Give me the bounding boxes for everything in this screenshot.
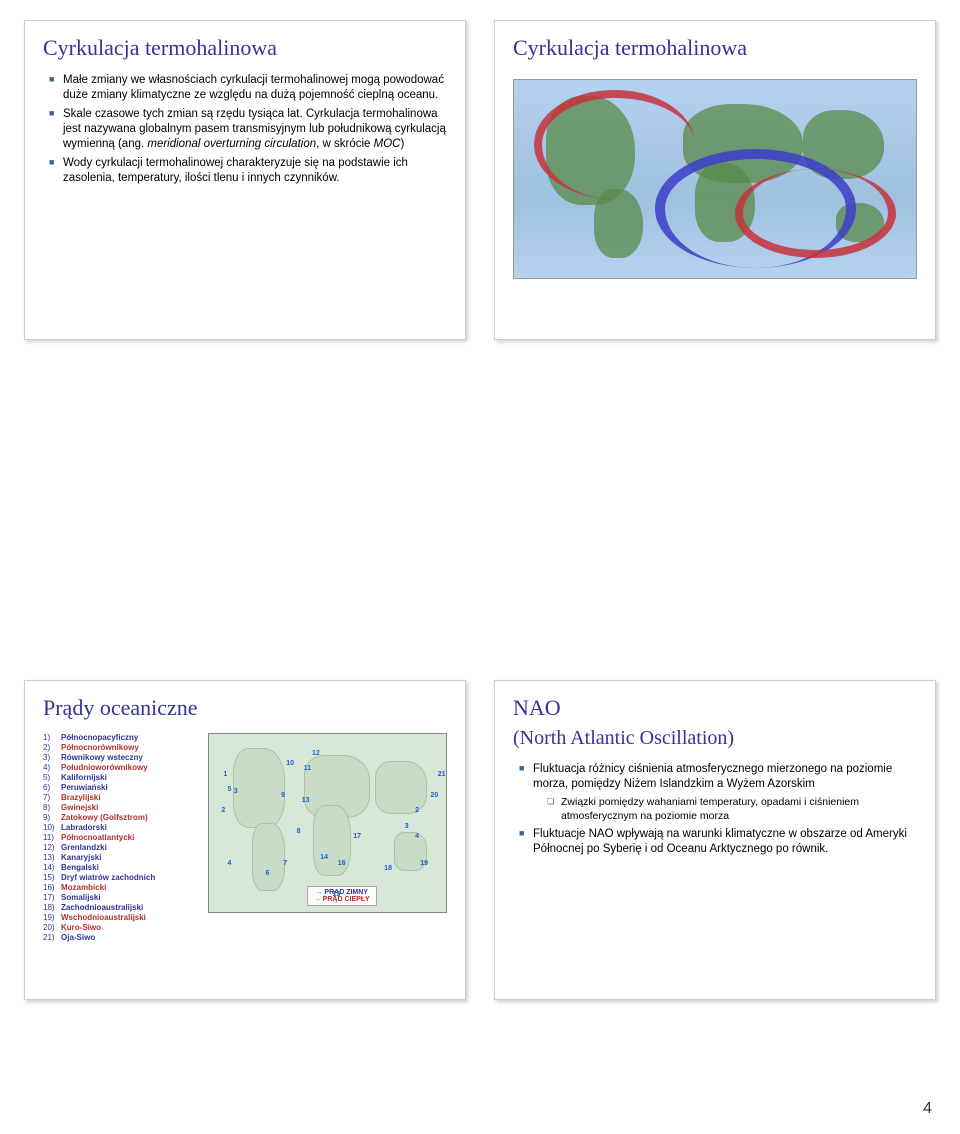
map-number-label: 4	[228, 860, 232, 867]
current-item: 8)Gwinejski	[43, 803, 198, 813]
current-item: 13)Kanaryjski	[43, 853, 198, 863]
bullet-item: Skale czasowe tych zmian są rzędu tysiąc…	[49, 107, 447, 152]
thermohaline-map-image	[513, 79, 917, 279]
map-number-label: 11	[304, 765, 311, 772]
current-item: 15)Dryf wiatrów zachodnich	[43, 873, 198, 883]
current-item: 18)Zachodnioaustralijski	[43, 903, 198, 913]
map-number-label: 8	[297, 828, 301, 835]
current-item: 21)Oja-Siwo	[43, 933, 198, 943]
slide-title: Prądy oceaniczne	[43, 695, 447, 721]
current-item: 19)Wschodnioaustralijski	[43, 913, 198, 923]
map-number-label: 7	[283, 860, 287, 867]
current-item: 9)Zatokowy (Golfsztrom)	[43, 813, 198, 823]
page-number: 4	[923, 1100, 932, 1118]
map-number-label: 10	[286, 760, 294, 767]
map-legend: → PRĄD ZIMNY → PRĄD CIEPŁY	[307, 886, 377, 906]
current-item: 6)Peruwiański	[43, 783, 198, 793]
current-item: 17)Somalijski	[43, 893, 198, 903]
map-number-label: 3	[234, 788, 238, 795]
map-number-label: 15	[333, 891, 341, 898]
bullet-item: Wody cyrkulacji termohalinowej charakter…	[49, 156, 447, 186]
map-number-label: 2	[221, 807, 225, 814]
current-item: 11)Północnoatlantycki	[43, 833, 198, 843]
currents-map-image: → PRĄD ZIMNY → PRĄD CIEPŁY 1234567891011…	[208, 733, 447, 913]
map-number-label: 4	[415, 833, 419, 840]
map-number-label: 2	[415, 807, 419, 814]
map-number-label: 6	[266, 870, 270, 877]
current-item: 2)Północnorównikowy	[43, 743, 198, 753]
slide-thermohaline-map: Cyrkulacja termohalinowa	[494, 20, 936, 340]
map-number-label: 20	[431, 792, 439, 799]
slide-subtitle: (North Atlantic Oscillation)	[513, 727, 917, 750]
slide-nao: NAO (North Atlantic Oscillation) Fluktua…	[494, 680, 936, 1000]
bullet-list: Małe zmiany we własnościach cyrkulacji t…	[49, 73, 447, 186]
current-item: 20)Kuro-Siwo	[43, 923, 198, 933]
map-number-label: 9	[281, 792, 285, 799]
currents-list: 1)Północnopacyficzny2)Północnorównikowy3…	[43, 733, 198, 943]
slide-title: Cyrkulacja termohalinowa	[513, 35, 917, 61]
map-number-label: 21	[438, 771, 446, 778]
current-item: 3)Równikowy wsteczny	[43, 753, 198, 763]
map-number-label: 18	[384, 865, 392, 872]
slide-ocean-currents: Prądy oceaniczne 1)Północnopacyficzny2)P…	[24, 680, 466, 1000]
sub-bullet-item: Związki pomiędzy wahaniami temperatury, …	[547, 796, 917, 823]
map-number-label: 1	[223, 771, 227, 778]
slide-thermohaline-text: Cyrkulacja termohalinowa Małe zmiany we …	[24, 20, 466, 340]
current-item: 4)Południoworównikowy	[43, 763, 198, 773]
current-item: 5)Kalifornijski	[43, 773, 198, 783]
map-number-label: 5	[228, 786, 232, 793]
map-number-label: 13	[302, 797, 310, 804]
bullet-item: Fluktuacja różnicy ciśnienia atmosferycz…	[519, 762, 917, 823]
bullet-item: Małe zmiany we własnościach cyrkulacji t…	[49, 73, 447, 103]
map-number-label: 3	[405, 823, 409, 830]
map-number-label: 17	[353, 833, 361, 840]
bullet-list: Fluktuacja różnicy ciśnienia atmosferycz…	[519, 762, 917, 857]
current-item: 14)Bengalski	[43, 863, 198, 873]
map-number-label: 19	[420, 860, 428, 867]
bullet-item: Fluktuacje NAO wpływają na warunki klima…	[519, 827, 917, 857]
slide-title: NAO	[513, 695, 917, 721]
current-item: 16)Mozambicki	[43, 883, 198, 893]
slide-title: Cyrkulacja termohalinowa	[43, 35, 447, 61]
current-item: 10)Labradorski	[43, 823, 198, 833]
current-item: 12)Grenlandzki	[43, 843, 198, 853]
map-number-label: 12	[312, 750, 320, 757]
map-number-label: 16	[338, 860, 346, 867]
current-item: 1)Północnopacyficzny	[43, 733, 198, 743]
current-item: 7)Brazylijski	[43, 793, 198, 803]
map-number-label: 14	[320, 854, 328, 861]
